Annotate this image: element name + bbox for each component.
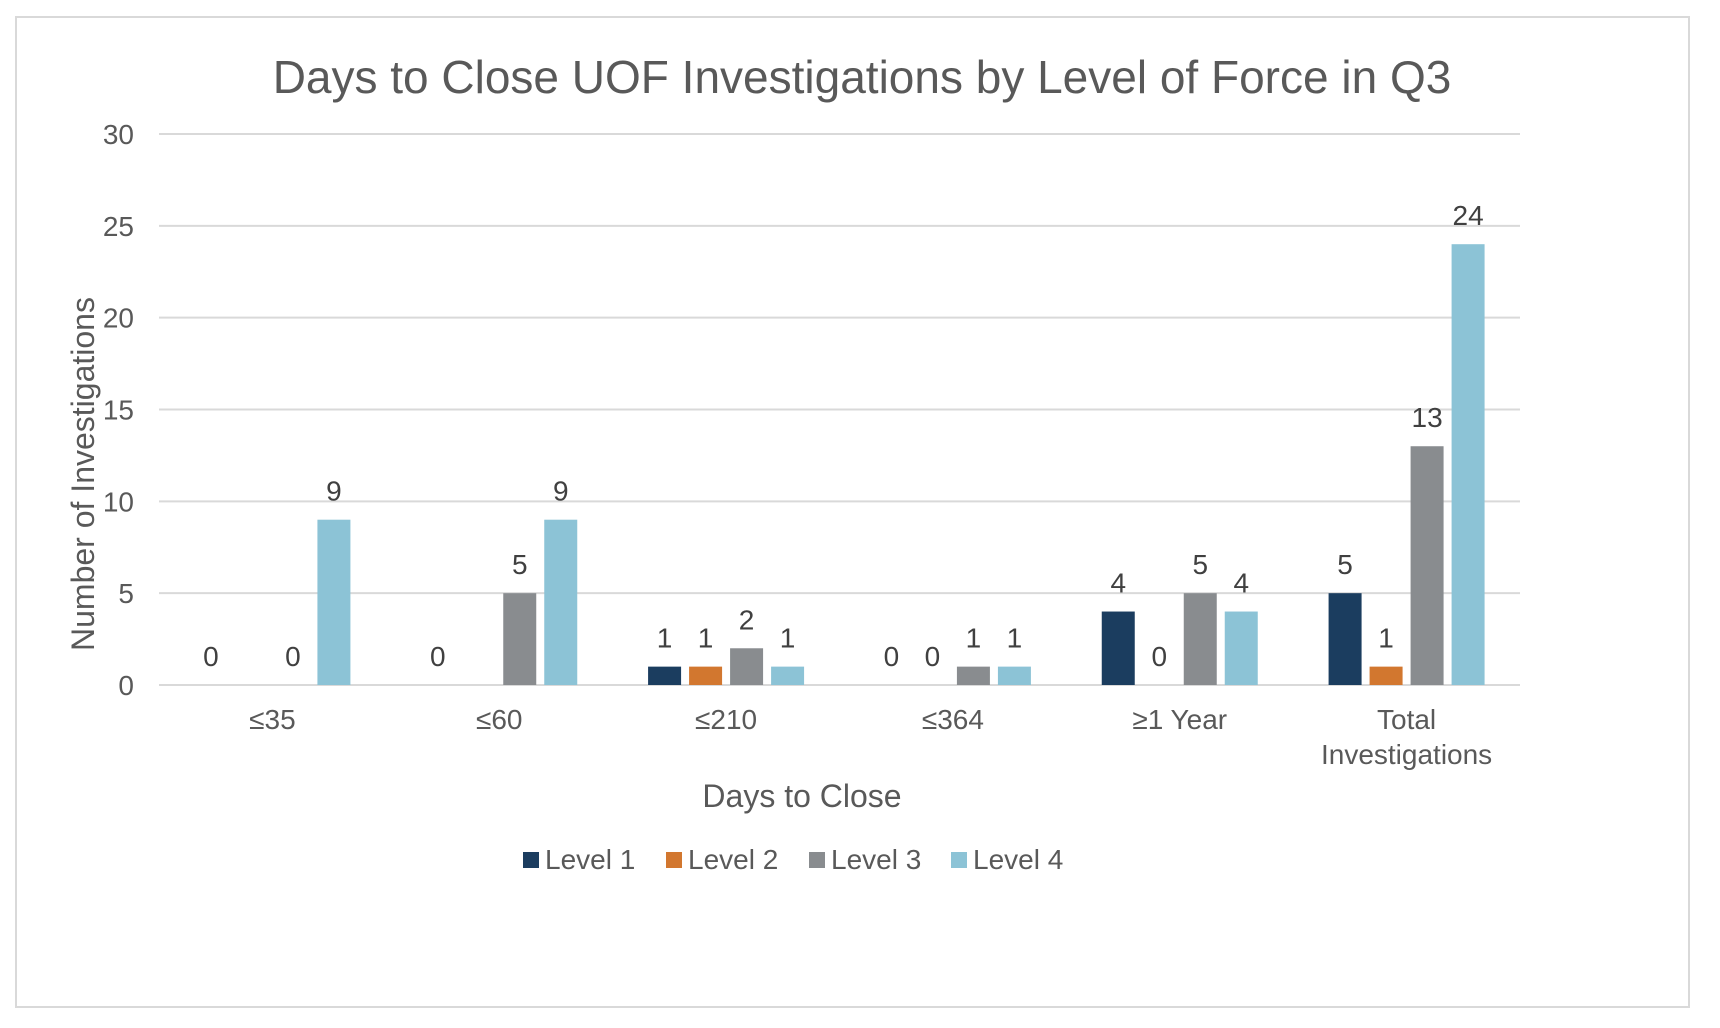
data-label: 9: [553, 476, 569, 507]
y-tick-label: 30: [103, 119, 134, 150]
legend-label: Level 3: [831, 844, 921, 875]
chart-title: Days to Close UOF Investigations by Leve…: [273, 51, 1452, 103]
legend-swatch: [523, 852, 539, 868]
x-category-label: Total: [1377, 704, 1436, 735]
bar: [503, 593, 537, 685]
bar: [544, 519, 578, 685]
bar: [1224, 611, 1258, 685]
y-tick-label: 5: [118, 578, 134, 609]
y-axis-ticks: 0 5 10 15 20 25 30: [103, 119, 134, 701]
data-label: 0: [925, 641, 941, 672]
x-category-label: Investigations: [1321, 739, 1492, 770]
bar-chart: Days to Close UOF Investigations by Leve…: [65, 51, 1520, 875]
legend-swatch: [666, 852, 682, 868]
bar: [317, 519, 351, 685]
data-label: 0: [203, 641, 219, 672]
data-label: 4: [1110, 568, 1126, 599]
bar: [1328, 593, 1362, 685]
bar: [997, 666, 1031, 685]
legend-swatch: [809, 852, 825, 868]
y-tick-label: 10: [103, 486, 134, 517]
y-tick-label: 0: [118, 670, 134, 701]
data-label: 24: [1453, 200, 1484, 231]
data-label: 4: [1233, 568, 1249, 599]
y-tick-label: 20: [103, 303, 134, 334]
bar: [1410, 446, 1444, 685]
x-category-label: ≤35: [249, 704, 296, 735]
data-label: 9: [326, 476, 342, 507]
gridlines: [159, 133, 1520, 686]
bar: [1183, 593, 1217, 685]
data-label: 5: [512, 549, 528, 580]
bar: [648, 666, 682, 685]
bar: [730, 648, 764, 685]
legend-label: Level 2: [688, 844, 778, 875]
x-axis-title: Days to Close: [702, 778, 901, 814]
bar: [689, 666, 723, 685]
data-label: 0: [1151, 641, 1167, 672]
data-label: 5: [1192, 549, 1208, 580]
data-label: 0: [884, 641, 900, 672]
x-category-label: ≤210: [695, 704, 757, 735]
bar: [1369, 666, 1403, 685]
chart-frame: Days to Close UOF Investigations by Leve…: [15, 16, 1690, 1008]
data-label: 1: [780, 623, 796, 654]
data-label: 0: [285, 641, 301, 672]
bar: [956, 666, 990, 685]
bars: [317, 244, 1485, 685]
y-tick-label: 15: [103, 395, 134, 426]
data-label: 0: [430, 641, 446, 672]
y-tick-label: 25: [103, 211, 134, 242]
bar: [1101, 611, 1135, 685]
x-category-label: ≤60: [476, 704, 523, 735]
data-label: 2: [739, 604, 755, 635]
legend-label: Level 1: [545, 844, 635, 875]
legend-label: Level 4: [973, 844, 1063, 875]
x-axis-category-labels: ≤35 ≤60 ≤210 ≤364 ≥1 Year Total Investigations: [249, 704, 1492, 770]
data-label: 5: [1337, 549, 1353, 580]
bar: [771, 666, 805, 685]
data-label: 13: [1412, 402, 1443, 433]
data-label: 1: [966, 623, 982, 654]
data-label: 1: [698, 623, 714, 654]
legend: Level 1 Level 2 Level 3 Level 4: [523, 844, 1063, 875]
x-category-label: ≤364: [922, 704, 984, 735]
data-label: 1: [1378, 623, 1394, 654]
legend-swatch: [951, 852, 967, 868]
bar: [1451, 244, 1485, 685]
data-label: 1: [657, 623, 673, 654]
x-category-label: ≥1 Year: [1132, 704, 1227, 735]
y-axis-title: Number of Investigations: [65, 297, 101, 651]
data-label: 1: [1007, 623, 1023, 654]
